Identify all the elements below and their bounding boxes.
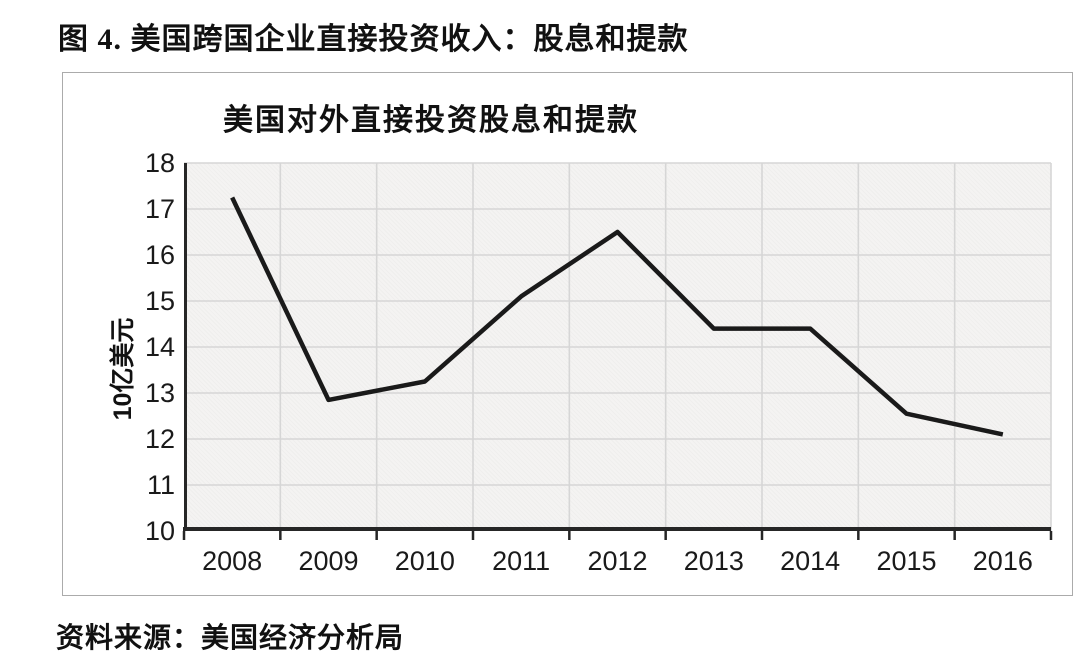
x-axis-tick-label: 2012 <box>587 546 648 576</box>
x-axis-tick-label: 2014 <box>780 546 841 576</box>
plot-area <box>182 162 1053 540</box>
x-axis-tick-label: 2011 <box>492 546 551 576</box>
y-axis-tick-label: 17 <box>144 194 175 224</box>
x-axis-tick-label: 2015 <box>876 546 937 576</box>
y-axis-tick-label: 14 <box>144 332 175 362</box>
y-axis-tick-label: 13 <box>144 378 175 408</box>
x-axis-tick-label: 2016 <box>972 546 1033 576</box>
y-axis-title: 10亿美元 <box>109 317 137 421</box>
source-note: 资料来源：美国经济分析局 <box>56 623 405 654</box>
y-axis-tick-label: 10 <box>144 516 175 546</box>
figure-title: 图 4. 美国跨国企业直接投资收入：股息和提款 <box>58 23 689 56</box>
chart-title: 美国对外直接投资股息和提款 <box>223 104 639 137</box>
y-axis-tick-label: 16 <box>144 240 175 270</box>
data-line-series <box>230 196 1004 437</box>
x-axis-tick-label: 2008 <box>202 546 263 576</box>
x-axis-tick-label: 2013 <box>683 546 744 576</box>
line-chart-svg <box>182 162 1053 540</box>
y-axis-tick-label: 18 <box>144 148 175 178</box>
y-axis-tick-label: 15 <box>144 286 175 316</box>
y-axis-tick-label: 12 <box>144 424 175 454</box>
x-axis-tick-label: 2010 <box>394 546 455 576</box>
y-axis-tick-label: 11 <box>146 470 175 500</box>
x-axis-tick-label: 2009 <box>298 546 359 576</box>
chart-container: 美国对外直接投资股息和提款 10亿美元 10 11 12 13 14 15 16 17 18 20… <box>62 72 1073 596</box>
